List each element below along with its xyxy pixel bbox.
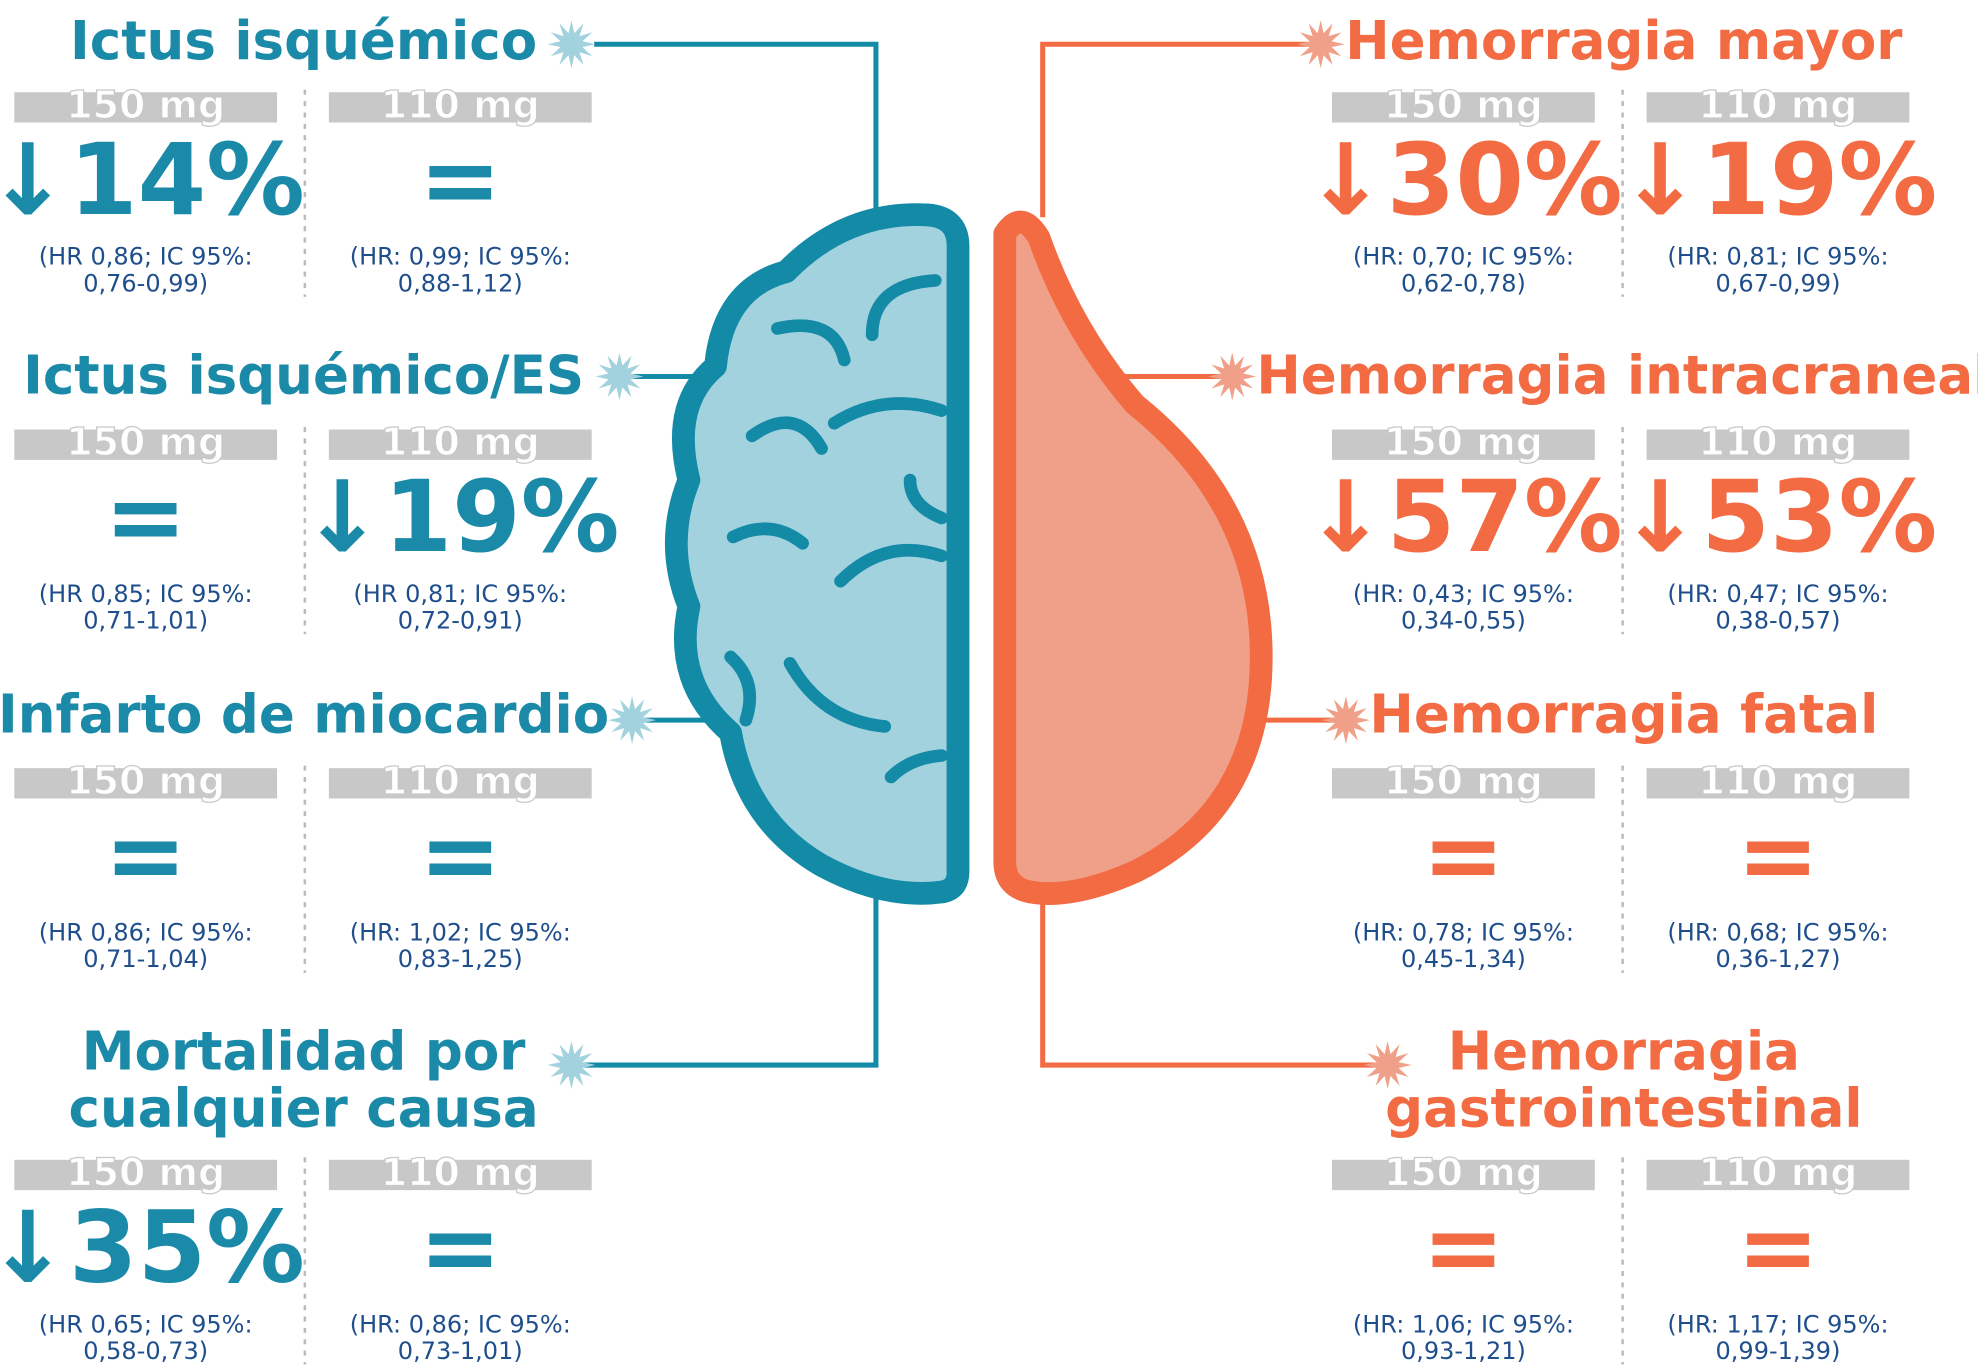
hazard-ratio: (HR 0,81; IC 95%: [353,580,567,608]
connector [1043,44,1315,217]
hazard-ratio: (HR: 0,99; IC 95%: [350,243,571,271]
hazard-ratio: (HR: 0,78; IC 95%: [1353,919,1574,947]
section-title: Ictus isquémico/ES [23,345,584,407]
hazard-ratio: 0,34-0,55) [1401,607,1526,635]
section-title: Hemorragia [1448,1021,1800,1083]
dose-label: 110 mg [381,83,540,127]
hazard-ratio: (HR: 1,06; IC 95%: [1353,1310,1574,1338]
result: ↓53% [1619,461,1937,575]
section-title: Mortalidad por [82,1021,526,1083]
result: = [104,800,187,914]
section: Hemorragia intracraneal 150 mg↓57% (HR: 0,… [1256,345,1978,635]
result: ↓57% [1304,461,1622,575]
hazard-ratio: 0,72-0,91) [398,607,523,635]
dose-label: 150 mg [66,759,225,803]
section: Ictus isquémico/ES 150 mg= (HR 0,85; IC 95… [14,345,619,635]
section-title: Hemorragia mayor [1345,10,1902,72]
dose-label: 110 mg [381,420,540,464]
hazard-ratio: (HR 0,85; IC 95%: [39,580,253,608]
brain [676,215,958,894]
result: ↓30% [1304,124,1622,238]
star-icon [1322,696,1370,744]
hazard-ratio: 0,62-0,78) [1401,269,1526,297]
result: ↓19% [301,461,619,575]
hazard-ratio: 0,71-1,04) [83,945,208,973]
star-icon [1297,20,1345,68]
star-icon [608,696,656,744]
section-title: Hemorragia intracraneal [1256,345,1978,407]
section-title: Ictus isquémico [70,10,537,72]
dose-label: 150 mg [1384,759,1543,803]
dose-label: 110 mg [1699,83,1858,127]
dose-label: 110 mg [1699,420,1858,464]
hazard-ratio: 0,71-1,01) [83,607,208,635]
section-title: Hemorragia fatal [1369,683,1878,745]
hazard-ratio: (HR: 0,81; IC 95%: [1667,243,1888,271]
result: = [419,1191,502,1305]
hazard-ratio: 0,36-1,27) [1716,945,1841,973]
hazard-ratio: (HR: 0,86; IC 95%: [350,1310,571,1338]
hazard-ratio: 0,76-0,99) [83,269,208,297]
hazard-ratio: 0,38-0,57) [1716,607,1841,635]
dose-label: 150 mg [66,1150,225,1194]
hazard-ratio: 0,58-0,73) [83,1337,208,1365]
hazard-ratio: 0,45-1,34) [1401,945,1526,973]
result: = [104,461,187,575]
hazard-ratio: (HR 0,65; IC 95%: [39,1310,253,1338]
dose-label: 150 mg [1384,420,1543,464]
connector [1043,894,1384,1065]
dose-label: 150 mg [66,420,225,464]
hazard-ratio: (HR: 1,02; IC 95%: [350,919,571,947]
section-title: Infarto de miocardio [0,683,609,745]
result: ↓35% [0,1191,305,1305]
dose-label: 150 mg [1384,83,1543,127]
result: = [419,124,502,238]
star-icon [547,20,595,68]
result: = [1422,800,1505,914]
result: ↓14% [0,124,305,238]
result: ↓19% [1619,124,1937,238]
star-icon [595,352,643,400]
result: = [419,800,502,914]
section: Ictus isquémico 150 mg↓14% (HR 0,86; IC 95… [0,10,592,297]
star-icon [547,1041,595,1089]
hazard-ratio: (HR: 0,47; IC 95%: [1667,580,1888,608]
section-title: gastrointestinal [1385,1077,1862,1139]
result: = [1737,800,1820,914]
connector [594,44,876,212]
result: = [1737,1191,1820,1305]
dose-label: 150 mg [1384,1150,1543,1194]
dose-label: 110 mg [1699,1150,1858,1194]
hazard-ratio: 0,93-1,21) [1401,1337,1526,1365]
hazard-ratio: (HR 0,86; IC 95%: [39,243,253,271]
section: Hemorragia mayor 150 mg↓30% (HR: 0,70; IC … [1304,10,1937,297]
hazard-ratio: (HR 0,86; IC 95%: [39,919,253,947]
hazard-ratio: 0,88-1,12) [398,269,523,297]
result: = [1422,1191,1505,1305]
section-title: cualquier causa [69,1077,539,1139]
hazard-ratio: (HR: 0,70; IC 95%: [1353,243,1574,271]
dose-label: 110 mg [381,1150,540,1194]
hazard-ratio: 0,67-0,99) [1716,269,1841,297]
hazard-ratio: 0,99-1,39) [1716,1337,1841,1365]
dose-label: 110 mg [381,759,540,803]
connector [575,891,876,1065]
hazard-ratio: 0,83-1,25) [398,945,523,973]
hazard-ratio: (HR: 1,17; IC 95%: [1667,1310,1888,1338]
hazard-ratio: 0,73-1,01) [398,1337,523,1365]
dose-label: 150 mg [66,83,225,127]
infographic: Ictus isquémico150 mg↓14%(HR 0,86; IC 95… [0,0,1978,1367]
star-icon [1208,352,1256,400]
dose-label: 110 mg [1699,759,1858,803]
hazard-ratio: (HR: 0,68; IC 95%: [1667,919,1888,947]
blood-drop [1005,222,1261,894]
hazard-ratio: (HR: 0,43; IC 95%: [1353,580,1574,608]
